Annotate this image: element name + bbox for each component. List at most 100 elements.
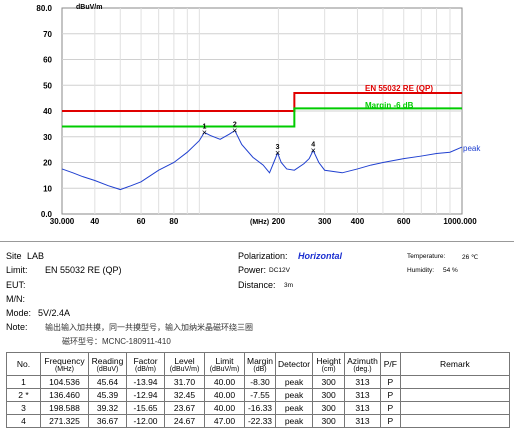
- y-tick-label: 40: [43, 107, 52, 116]
- x-tick-label: 300: [318, 217, 332, 226]
- table-cell: P: [379, 375, 401, 389]
- column-header: Reading (dBuV): [88, 352, 127, 376]
- column-header-title: Level: [174, 355, 195, 366]
- column-header-title: Frequency: [44, 355, 85, 366]
- table-cell: peak: [274, 375, 314, 389]
- table-cell: 47.00: [204, 414, 245, 428]
- power-value: DC12V: [269, 267, 290, 274]
- emission-chart: 0.0 10 20 30 40 50 60 70 80.0 30.000 40 60 80 200 300…: [36, 4, 481, 226]
- x-tick-label: 60: [137, 217, 146, 226]
- table-cell: 2 *: [6, 388, 41, 402]
- table-cell: 39.32: [88, 401, 127, 415]
- table-cell: P: [379, 414, 401, 428]
- table-row: 4 271.325 36.67 -12.00 24.67 47.00 -22.33 peak 3…: [6, 414, 511, 428]
- table-cell: 313: [344, 401, 381, 415]
- table-cell: 24.67: [164, 414, 205, 428]
- x-axis-label: (MHz): [250, 219, 269, 226]
- site-label: Site: [6, 251, 22, 261]
- column-header: Height (cm): [312, 352, 346, 376]
- distance-label: Distance:: [238, 280, 276, 290]
- peak-marker: ×: [232, 125, 237, 135]
- eut-label: EUT:: [6, 280, 26, 290]
- column-header-unit: (deg.): [353, 365, 372, 373]
- table-row: 3 198.588 39.32 -15.65 23.67 40.00 -16.33 peak 3…: [6, 401, 511, 415]
- table-cell: 40.00: [204, 401, 245, 415]
- x-tick-label: 400: [351, 217, 365, 226]
- table-cell: -12.94: [126, 388, 165, 402]
- column-header-unit: (dBuV/m): [209, 365, 240, 373]
- note-label: Note:: [6, 322, 28, 332]
- column-header-title: Margin: [247, 355, 273, 366]
- table-row: 1 104.536 45.64 -13.94 31.70 40.00 -8.30 peak 30…: [6, 375, 511, 389]
- table-cell: 313: [344, 414, 381, 428]
- column-header: No.: [6, 352, 41, 376]
- table-cell: P: [379, 401, 401, 415]
- table-cell: 300: [312, 401, 346, 415]
- table-cell: P: [379, 388, 401, 402]
- humidity-label: Humidity:: [407, 267, 435, 274]
- humidity-value: 54 %: [443, 267, 458, 274]
- peak-trace: [61, 129, 463, 191]
- distance-value: 3m: [284, 282, 294, 289]
- peak-marker: ×: [202, 127, 207, 137]
- table-cell: 136.460: [40, 388, 89, 402]
- y-tick-label: 50: [43, 81, 52, 90]
- polarization-label: Polarization:: [238, 251, 288, 261]
- y-tick-label: 0.0: [41, 210, 53, 219]
- table-cell: -22.33: [244, 414, 276, 428]
- peak-marker: ×: [275, 148, 280, 158]
- peak-marker: ×: [311, 145, 316, 155]
- table-cell: -16.33: [244, 401, 276, 415]
- table-cell: -12.00: [126, 414, 165, 428]
- column-header-unit: (dB): [253, 365, 267, 373]
- y-tick-label: 60: [43, 56, 52, 65]
- limit-value: EN 55032 RE (QP): [45, 265, 122, 275]
- table-cell: 313: [344, 388, 381, 402]
- column-header: P/F: [379, 352, 401, 376]
- column-header: Remark: [399, 352, 511, 376]
- column-header-unit: (dBuV/m): [169, 365, 200, 373]
- peak-marker-label: 1: [202, 123, 206, 130]
- table-cell: -7.55: [244, 388, 276, 402]
- column-header: Detector: [274, 352, 314, 376]
- x-tick-label: 200: [272, 217, 286, 226]
- column-header-title: Height: [316, 355, 341, 366]
- column-header-unit: (dBuV): [96, 365, 119, 373]
- table-cell: 300: [312, 388, 346, 402]
- table-cell: 198.588: [40, 401, 89, 415]
- column-header-title: P/F: [383, 359, 397, 369]
- test-info-panel: Site LAB Limit: EN 55032 RE (QP) EUT: M/…: [0, 241, 514, 349]
- table-header-row: No. Frequency (MHz) Reading (dBuV) Factor (dB/…: [6, 352, 511, 376]
- table-cell: 31.70: [164, 375, 205, 389]
- table-cell: -15.65: [126, 401, 165, 415]
- site-value: LAB: [27, 251, 45, 261]
- mn-label: M/N:: [6, 294, 25, 304]
- y-axis-label: dBuV/m: [76, 4, 102, 11]
- limit-line-label: EN 55032 RE (QP): [365, 84, 433, 93]
- y-tick-label: 30: [43, 133, 52, 142]
- column-header-title: Reading: [91, 355, 124, 366]
- peak-marker-label: 3: [276, 144, 280, 151]
- x-tick-label: 40: [90, 217, 99, 226]
- table-cell: 40.00: [204, 375, 245, 389]
- table-cell: -8.30: [244, 375, 276, 389]
- table-cell: [399, 375, 511, 389]
- column-header: Level (dBuV/m): [164, 352, 205, 376]
- column-header: Azimuth (deg.): [344, 352, 381, 376]
- x-tick-label: 1000.000: [443, 217, 477, 226]
- column-header-unit: (dB/m): [135, 365, 156, 373]
- mode-label: Mode:: [6, 308, 32, 318]
- measurement-table: No. Frequency (MHz) Reading (dBuV) Factor (dB/…: [6, 352, 511, 428]
- column-header: Margin (dB): [244, 352, 276, 376]
- table-cell: -13.94: [126, 375, 165, 389]
- y-tick-label: 10: [43, 184, 52, 193]
- table-cell: 300: [312, 375, 346, 389]
- table-cell: 4: [6, 414, 41, 428]
- table-cell: 45.64: [88, 375, 127, 389]
- table-cell: peak: [274, 388, 314, 402]
- column-header-title: Factor: [133, 355, 158, 366]
- table-cell: [399, 414, 511, 428]
- table-cell: 40.00: [204, 388, 245, 402]
- note-line-2: 磁环型号：MCNC-180911-410: [62, 337, 171, 346]
- table-cell: peak: [274, 401, 314, 415]
